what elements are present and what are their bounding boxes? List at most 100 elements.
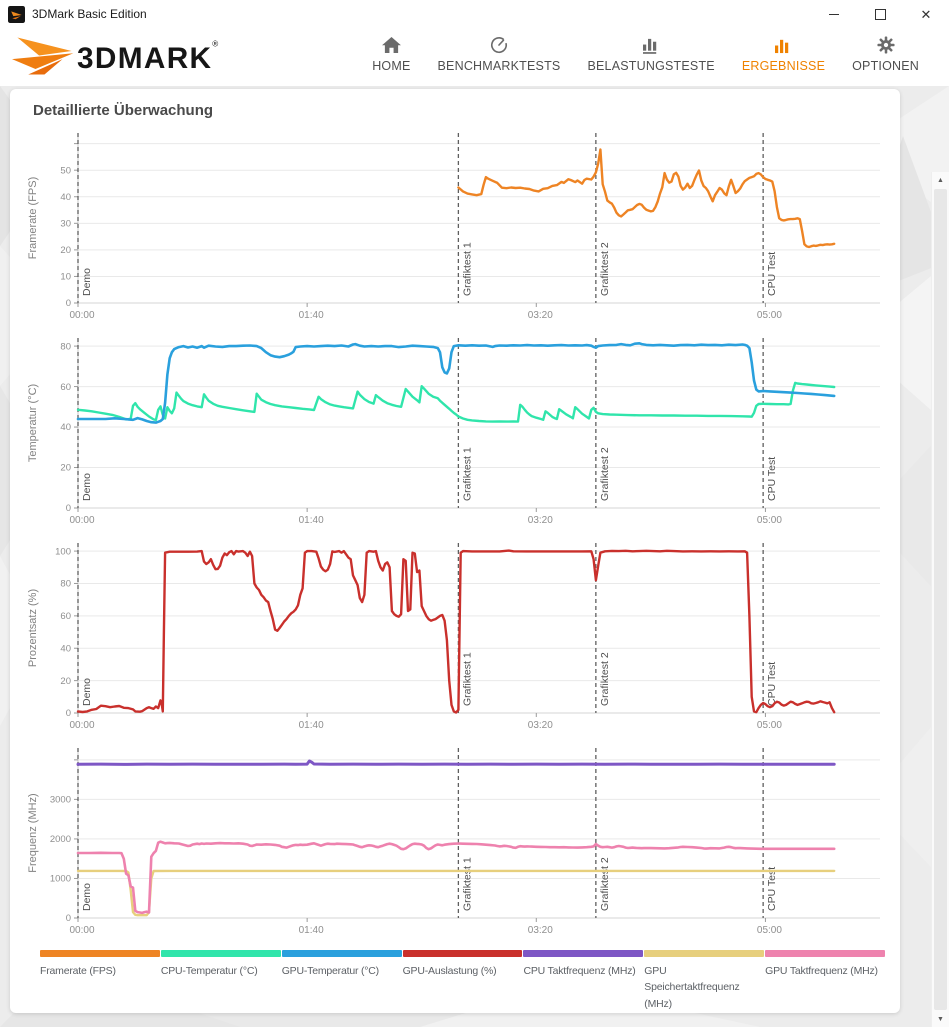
svg-text:01:40: 01:40 — [299, 515, 324, 526]
svg-text:05:00: 05:00 — [757, 925, 782, 936]
svg-text:®: ® — [212, 39, 218, 48]
monitoring-card: Detaillierte Überwachung 0 10 20 30 40 50 00:0… — [10, 89, 900, 1013]
legend-item-gpu-taktfrequenz[interactable]: GPU Taktfrequenz (MHz) — [765, 950, 886, 1012]
bar-chart-base-icon — [642, 36, 661, 54]
window-titlebar: 3DMark Basic Edition ✕ — [0, 0, 949, 28]
legend-label: GPU Taktfrequenz (MHz) — [765, 965, 878, 977]
chart-frequenz[interactable]: 0 1000 2000 3000 00:00 01:40 03:20 05:00 Frequen… — [10, 740, 900, 942]
svg-text:Framerate (FPS): Framerate (FPS) — [27, 177, 39, 260]
legend-swatch — [40, 950, 160, 957]
svg-text:2000: 2000 — [50, 834, 71, 845]
svg-text:1000: 1000 — [50, 874, 71, 885]
svg-text:Demo: Demo — [81, 883, 93, 911]
svg-text:80: 80 — [60, 341, 71, 352]
svg-text:Prozentsatz (%): Prozentsatz (%) — [27, 589, 39, 667]
nav-item-optionen[interactable]: OPTIONEN — [852, 36, 919, 73]
svg-text:Grafiktest 1: Grafiktest 1 — [461, 857, 473, 911]
chart-framerate[interactable]: 0 10 20 30 40 50 00:00 01:40 03:20 05:00 Framerate… — [10, 125, 900, 327]
nav-item-home[interactable]: HOME — [372, 36, 410, 73]
legend-label: GPU Speichertaktfrequenz (MHz) — [644, 965, 740, 1010]
nav-item-benchmarktests[interactable]: BENCHMARKTESTS — [438, 36, 561, 73]
svg-text:Grafiktest 1: Grafiktest 1 — [461, 447, 473, 501]
chart-legend: Framerate (FPS) CPU-Temperatur (°C) GPU-… — [40, 950, 886, 1012]
svg-text:05:00: 05:00 — [757, 310, 782, 321]
gear-icon — [876, 36, 895, 54]
svg-text:CPU Test: CPU Test — [766, 867, 778, 911]
scroll-up-icon[interactable]: ▲ — [937, 176, 944, 184]
nav-item-belastungsteste[interactable]: BELASTUNGSTESTE — [587, 36, 715, 73]
svg-text:Demo: Demo — [81, 268, 93, 296]
svg-text:03:20: 03:20 — [528, 925, 553, 936]
logo-swoosh-icon — [17, 37, 72, 56]
content-area: Detaillierte Überwachung 0 10 20 30 40 50 00:0… — [0, 86, 949, 1027]
svg-text:3000: 3000 — [50, 795, 71, 806]
legend-item-gpu-speichertaktfrequenz[interactable]: GPU Speichertaktfrequenz (MHz) — [644, 950, 765, 1012]
main-nav: HOME BENCHMARKTESTS BELASTUNGSTESTE — [372, 28, 949, 73]
svg-text:Temperatur (°C): Temperatur (°C) — [27, 384, 39, 462]
legend-item-cpu-taktfrequenz[interactable]: CPU Taktfrequenz (MHz) — [523, 950, 644, 1012]
nav-label: OPTIONEN — [852, 59, 919, 73]
svg-text:50: 50 — [60, 165, 71, 176]
svg-text:01:40: 01:40 — [299, 925, 324, 936]
svg-text:10: 10 — [60, 272, 71, 283]
vertical-scrollbar[interactable]: ▲ ▼ — [931, 172, 949, 1027]
chart-prozentsatz[interactable]: 0 20 40 60 80 100 00:00 01:40 03:20 05:00 Prozents… — [10, 535, 900, 737]
close-icon: ✕ — [920, 6, 932, 22]
legend-swatch — [765, 950, 886, 957]
nav-label: ERGEBNISSE — [741, 59, 826, 73]
legend-label: CPU Taktfrequenz (MHz) — [523, 965, 636, 977]
svg-text:60: 60 — [60, 382, 71, 393]
charts-container: 0 10 20 30 40 50 00:00 01:40 03:20 05:00 Framerate… — [10, 125, 900, 942]
svg-text:00:00: 00:00 — [69, 310, 94, 321]
svg-text:Grafiktest 2: Grafiktest 2 — [599, 857, 611, 911]
svg-text:60: 60 — [60, 611, 71, 622]
page-title: Detaillierte Überwachung — [33, 102, 214, 119]
chart-temperatur[interactable]: 0 20 40 60 80 00:00 01:40 03:20 05:00 Temperatur … — [10, 330, 900, 532]
scrollbar-thumb[interactable] — [934, 189, 947, 1010]
svg-text:03:20: 03:20 — [528, 515, 553, 526]
svg-text:01:40: 01:40 — [299, 310, 324, 321]
maximize-button[interactable] — [857, 0, 903, 28]
legend-item-cpu-temperatur[interactable]: CPU-Temperatur (°C) — [160, 950, 281, 1012]
legend-label: GPU-Temperatur (°C) — [281, 965, 379, 977]
nav-item-ergebnisse[interactable]: ERGEBNISSE — [742, 36, 825, 73]
svg-text:0: 0 — [66, 503, 71, 514]
legend-swatch — [402, 950, 523, 957]
svg-text:Grafiktest 1: Grafiktest 1 — [461, 652, 473, 706]
svg-text:CPU Test: CPU Test — [766, 252, 778, 296]
svg-text:40: 40 — [60, 643, 71, 654]
svg-text:05:00: 05:00 — [757, 720, 782, 731]
legend-item-gpu-auslastung[interactable]: GPU-Auslastung (%) — [402, 950, 523, 1012]
legend-label: Framerate (FPS) — [40, 965, 116, 977]
svg-text:CPU Test: CPU Test — [766, 662, 778, 706]
app-logo-icon — [8, 5, 25, 23]
legend-swatch — [644, 950, 765, 957]
svg-text:40: 40 — [60, 192, 71, 203]
bar-chart-icon — [774, 36, 793, 54]
legend-label: GPU-Auslastung (%) — [402, 965, 497, 977]
svg-text:40: 40 — [60, 422, 71, 433]
svg-text:Grafiktest 2: Grafiktest 2 — [599, 652, 611, 706]
nav-label: BENCHMARKTESTS — [437, 59, 561, 73]
svg-text:0: 0 — [66, 298, 71, 309]
maximize-icon — [874, 8, 886, 20]
minimize-button[interactable] — [811, 0, 857, 28]
gauge-icon — [490, 36, 508, 54]
legend-item-gpu-temperatur[interactable]: GPU-Temperatur (°C) — [281, 950, 402, 1012]
home-icon — [381, 36, 401, 54]
legend-swatch — [160, 950, 281, 957]
scroll-down-icon[interactable]: ▼ — [937, 1015, 944, 1023]
svg-text:03:20: 03:20 — [528, 310, 553, 321]
svg-text:05:00: 05:00 — [757, 515, 782, 526]
svg-text:100: 100 — [55, 546, 71, 557]
legend-label: CPU-Temperatur (°C) — [160, 965, 258, 977]
minimize-icon — [829, 13, 839, 15]
svg-text:Grafiktest 2: Grafiktest 2 — [599, 447, 611, 501]
svg-text:Grafiktest 1: Grafiktest 1 — [461, 242, 473, 296]
svg-text:01:40: 01:40 — [299, 720, 324, 731]
nav-label: BELASTUNGSTESTE — [587, 59, 715, 73]
svg-text:Frequenz (MHz): Frequenz (MHz) — [27, 793, 39, 872]
legend-swatch — [523, 950, 644, 957]
legend-item-framerate[interactable]: Framerate (FPS) — [40, 950, 160, 1012]
close-button[interactable]: ✕ — [903, 0, 949, 28]
